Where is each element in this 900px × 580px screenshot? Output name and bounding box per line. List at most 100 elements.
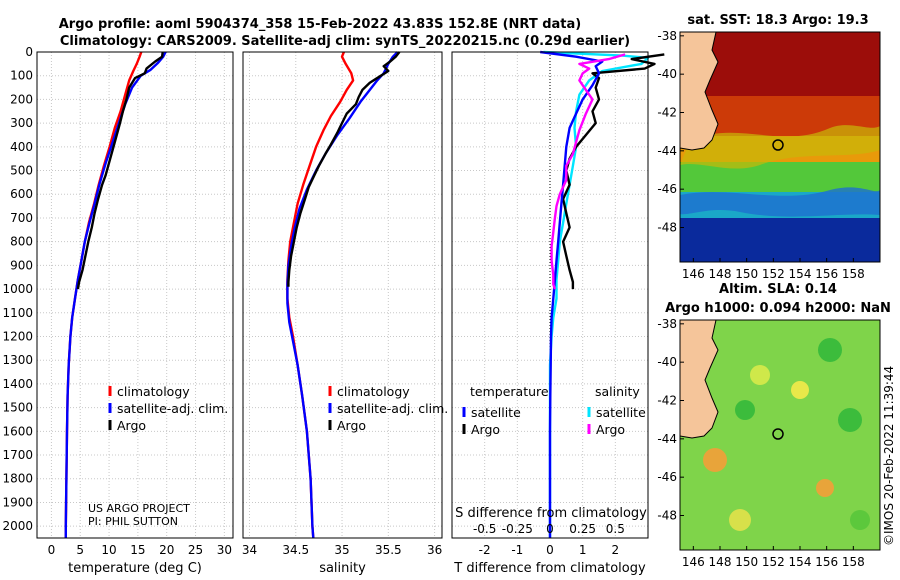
pi-label: PI: PHIL SUTTON	[88, 515, 178, 528]
x-tick-label: 2	[612, 543, 620, 557]
y-tick-label: 600	[10, 187, 33, 201]
map-y-tick-label: -40	[657, 355, 677, 369]
sla-ticks: 146 148 150 152 154 156 158 -38 -40 -42 -44 -46 -48	[657, 317, 864, 569]
y-tick-label: 400	[10, 140, 33, 154]
axes-frame	[451, 51, 649, 539]
sla-blob-4	[816, 479, 834, 497]
x-tick-label: 34.5	[282, 543, 309, 557]
map-x-tick-label: 148	[709, 267, 732, 281]
map-y-tick-label: -40	[657, 67, 677, 81]
x-tick-label: 30	[217, 543, 232, 557]
map-y-tick-label: -38	[657, 317, 677, 331]
map-x-tick-label: 154	[789, 267, 812, 281]
sst-land	[680, 32, 719, 151]
x-tick-label: 20	[159, 543, 174, 557]
y-tick-label: 1800	[2, 472, 33, 486]
legend-entry: Argo	[596, 422, 625, 437]
sla-land	[680, 320, 719, 439]
sla-blob-6	[838, 408, 862, 432]
y-tick-label: 1700	[2, 448, 33, 462]
plot-area	[37, 52, 233, 538]
map-y-tick-label: -44	[657, 432, 677, 446]
x-tick-label: -1	[511, 543, 523, 557]
sla-blob-1	[750, 365, 770, 385]
legend-entry: Argo	[117, 418, 146, 433]
x-tick-label: 35	[334, 543, 349, 557]
figure-title-line2: Climatology: CARS2009. Satellite-adj cli…	[60, 34, 630, 49]
sla-title-line1: Altim. SLA: 0.14	[719, 282, 837, 297]
series-line	[287, 51, 401, 287]
x-tick-label: 10	[101, 543, 116, 557]
axes-frame	[242, 51, 443, 539]
legend-entry: Argo	[337, 418, 366, 433]
sla-map: Altim. SLA: 0.14 Argo h1000: 0.094 h2000…	[657, 282, 890, 569]
map-y-tick-label: -44	[657, 144, 677, 158]
sst-band-blue	[680, 218, 880, 262]
difference-axes: -2 -1 0 1 2 T difference from climatology temp…	[451, 50, 665, 576]
x-axis-label: T difference from climatology	[453, 561, 646, 576]
x-tick-label: 25	[188, 543, 203, 557]
map-y-tick-label: -42	[657, 106, 677, 120]
map-x-tick-label: 152	[762, 267, 785, 281]
x-tick-label: 15	[130, 543, 145, 557]
map-x-tick-label: 150	[735, 267, 758, 281]
figure-title-line1: Argo profile: aoml 5904374_358 15-Feb-20…	[59, 17, 581, 32]
y-tick-label: 700	[10, 211, 33, 225]
map-x-tick-label: 158	[842, 267, 865, 281]
x-axis-label: temperature (deg C)	[68, 561, 202, 576]
sla-blob-3	[703, 448, 727, 472]
series-line	[561, 53, 665, 290]
map-y-tick-label: -48	[657, 509, 677, 523]
map-x-tick-label: 148	[709, 555, 732, 569]
temperature-axes: 0 5 10 15 20 25 300100200300400500600700800900…	[2, 45, 234, 576]
y-tick-label: 1900	[2, 495, 33, 509]
map-x-tick-label: 150	[735, 555, 758, 569]
map-y-tick-label: -48	[657, 221, 677, 235]
series-line	[76, 51, 164, 290]
map-x-tick-label: 156	[815, 555, 838, 569]
x-axis-label: salinity	[319, 561, 366, 576]
sst-map-frame	[679, 31, 881, 263]
y-tick-label: 0	[25, 45, 33, 59]
x-tick-label-salinity: -0.5	[473, 522, 496, 536]
y-tick-label: 1300	[2, 353, 33, 367]
sla-blob-5	[729, 509, 751, 531]
sst-eddy	[680, 187, 880, 217]
x-tick-label: 0	[48, 543, 56, 557]
legend-entry: satellite-adj. clim.	[117, 401, 228, 416]
map-x-tick-label: 146	[682, 555, 705, 569]
x-tick-label: 1	[579, 543, 587, 557]
sst-title: sat. SST: 18.3 Argo: 19.3	[687, 13, 868, 28]
project-label: US ARGO PROJECT	[88, 502, 190, 515]
y-tick-label: 100	[10, 69, 33, 83]
sla-title-line2: Argo h1000: 0.094 h2000: NaN	[665, 301, 891, 316]
sla-map-frame	[679, 319, 881, 551]
x-tick-label-salinity: 0.25	[569, 522, 596, 536]
legend-entry: Argo	[471, 422, 500, 437]
y-tick-label: 1400	[2, 377, 33, 391]
x-tick-label: 5	[76, 543, 84, 557]
series-line	[550, 53, 626, 290]
y-tick-label: 1000	[2, 282, 33, 296]
legend-entry: climatology	[117, 384, 190, 399]
x-tick-label-salinity: -0.25	[502, 522, 533, 536]
series-line	[286, 51, 399, 539]
sla-float-marker	[772, 428, 784, 440]
map-y-tick-label: -42	[657, 394, 677, 408]
legend-entry: climatology	[337, 384, 410, 399]
y-tick-label: 2000	[2, 519, 33, 533]
y-tick-label: 200	[10, 92, 33, 106]
sst-band-green	[680, 162, 880, 192]
axes-frame	[36, 51, 234, 539]
y-tick-label: 500	[10, 164, 33, 178]
x-tick-label: 34	[242, 543, 257, 557]
y-tick-label: 1500	[2, 401, 33, 415]
legend-entry: satellite	[596, 405, 646, 420]
salinity-axes: 34 34.5 35 35.5 36 salinity climatology satelli…	[242, 51, 448, 576]
imos-stamp: ©IMOS 20-Feb-2022 11:39:44	[882, 366, 896, 546]
x-tick-label: 36	[427, 543, 442, 557]
x-tick-label: -2	[479, 543, 491, 557]
y-tick-label: 900	[10, 258, 33, 272]
legend-entry: satellite-adj. clim.	[337, 401, 448, 416]
